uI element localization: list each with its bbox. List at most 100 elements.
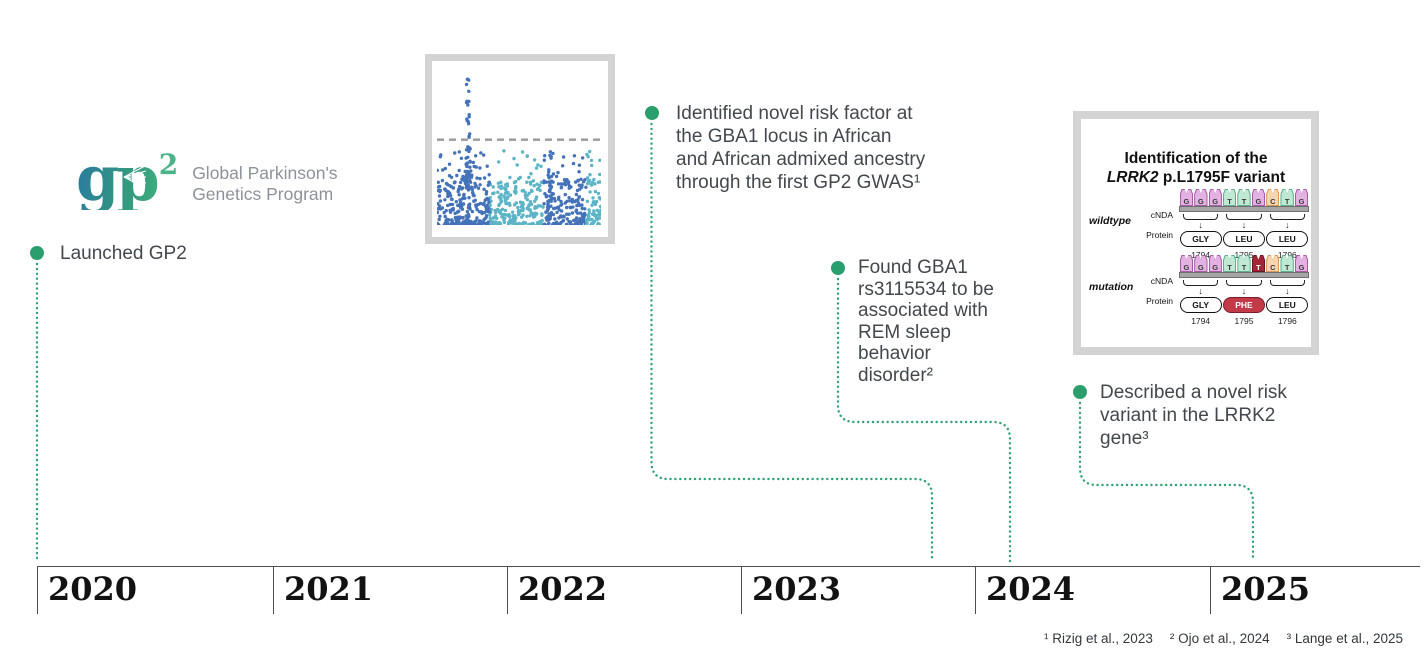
starburst-arrow-icon (123, 165, 147, 189)
amino-acid-gly: GLY (1179, 297, 1222, 313)
codon-bracket (1226, 214, 1262, 220)
dna-label: cNDA (1150, 276, 1173, 286)
tick-2025 (1210, 566, 1211, 614)
tick-2024 (975, 566, 976, 614)
tick-2020 (37, 566, 38, 614)
year-label-2022: 2022 (518, 570, 608, 608)
residue-positions: 1794 1795 1796 (1179, 313, 1309, 326)
residue-position: 1796 (1277, 250, 1297, 260)
nucleotide-T: T (1237, 255, 1251, 272)
milestone-lrrk2-variant: Described a novel risk variant in the LR… (1073, 381, 1403, 450)
codon-bracket (1183, 280, 1219, 286)
amino-acid-phe: PHE (1222, 297, 1265, 313)
amino-acid-leu: LEU (1266, 231, 1309, 247)
milestone-bullet-icon (1073, 385, 1087, 399)
amino-acid-ovals: GLY PHE LEU (1179, 296, 1309, 313)
down-arrow-icon: ↓ (1198, 220, 1203, 230)
residue-position: 1794 (1191, 250, 1211, 260)
tick-2023 (741, 566, 742, 614)
protein-label: Protein (1146, 296, 1173, 306)
dna-strand-bar (1179, 206, 1309, 212)
nucleotide-T: T (1222, 255, 1237, 272)
year-label-2021: 2021 (284, 570, 374, 608)
manhattan-plot-chart (437, 77, 601, 225)
codon-brackets (1179, 212, 1309, 220)
lrrk2-figure-title: Identification of the LRRK2 p.L1795F var… (1106, 150, 1286, 186)
down-arrow-icon: ↓ (1285, 286, 1290, 296)
dna-label: cNDA (1150, 210, 1173, 220)
codon-bracket (1183, 214, 1219, 220)
milestone-text: Identified novel risk factor at the GBA1… (676, 103, 926, 193)
nucleotide-G: G (1179, 189, 1194, 206)
nucleotide-G: G (1194, 189, 1208, 206)
gp2-logo-mark: gp2 (76, 142, 179, 215)
residue-position: 1795 (1234, 316, 1254, 326)
amino-acid-leu: LEU (1266, 297, 1309, 313)
milestone-launched-gp2: Launched GP2 (30, 242, 187, 265)
down-arrow-icon: ↓ (1241, 220, 1247, 230)
gp2-logo-superscript: 2 (158, 148, 179, 181)
nucleotide-G: G (1179, 255, 1194, 272)
milestone-bullet-icon (831, 261, 845, 275)
milestone-text: Described a novel risk variant in the LR… (1100, 382, 1287, 449)
nucleotide-T: T (1280, 189, 1294, 206)
nucleotide-G: G (1251, 189, 1266, 206)
milestone-text: Launched GP2 (60, 243, 187, 264)
year-label-2024: 2024 (986, 570, 1076, 608)
residue-positions: 1794 1795 1796 (1179, 247, 1309, 260)
timeline-axis (37, 566, 1420, 567)
amino-acid-ovals: GLY LEU LEU (1179, 230, 1309, 247)
year-label-2023: 2023 (752, 570, 842, 608)
tagline-line-1: Global Parkinson's (192, 163, 338, 183)
nucleotide-T: T (1237, 189, 1251, 206)
footnote-1: ¹ Rizig et al., 2023 (1044, 631, 1153, 646)
footnote-2: ² Ojo et al., 2024 (1169, 631, 1270, 646)
amino-acid-leu: LEU (1222, 231, 1265, 247)
codon-bracket (1269, 214, 1305, 220)
codon-bracket (1226, 280, 1262, 286)
year-label-2020: 2020 (48, 570, 138, 608)
nucleotide-G: G (1208, 255, 1222, 272)
milestone-bullet-icon (30, 246, 44, 260)
nucleotide-G: G (1194, 255, 1208, 272)
milestone-bullet-icon (645, 106, 659, 120)
year-label-2025: 2025 (1221, 570, 1311, 608)
nucleotide-T: T (1280, 255, 1294, 272)
gp2-logo: gp2 Global Parkinson's Genetics Program (76, 148, 338, 210)
nucleotide-G: G (1294, 189, 1309, 206)
codon-brackets (1179, 278, 1309, 286)
nucleotide-T: T (1222, 189, 1237, 206)
codon-bracket (1269, 280, 1305, 286)
protein-label: Protein (1146, 230, 1173, 240)
row-label: wildtype (1089, 215, 1132, 227)
milestone-gba1-gwas: Identified novel risk factor at the GBA1… (645, 102, 945, 194)
down-arrow-icon: ↓ (1285, 220, 1290, 230)
nucleotide-C: C (1266, 255, 1280, 272)
residue-position: 1796 (1277, 316, 1297, 326)
milestone-text: Found GBA1 rs3115534 to be associated wi… (858, 257, 994, 386)
lrrk2-variant-figure: Identification of the LRRK2 p.L1795F var… (1073, 111, 1319, 355)
nucleotide-G: G (1294, 255, 1309, 272)
nucleotide-C: C (1266, 189, 1280, 206)
tick-2022 (507, 566, 508, 614)
footnotes: ¹ Rizig et al., 2023 ² Ojo et al., 2024 … (1044, 631, 1403, 646)
milestone-gba1-rbd: Found GBA1 rs3115534 to be associated wi… (831, 257, 1051, 386)
gene-name-italic: LRRK2 (1106, 169, 1159, 186)
nucleotide-T: T (1251, 255, 1266, 272)
down-arrow-icon: ↓ (1241, 286, 1247, 296)
nucleotide-G: G (1208, 189, 1222, 206)
dna-strand-bar (1179, 272, 1309, 278)
tagline-line-2: Genetics Program (192, 184, 334, 204)
residue-position: 1795 (1234, 250, 1254, 260)
codon-arrows: ↓ ↓ ↓ (1179, 220, 1309, 230)
amino-acid-gly: GLY (1179, 231, 1222, 247)
footnote-3: ³ Lange et al., 2025 (1286, 631, 1403, 646)
gp2-logo-tagline: Global Parkinson's Genetics Program (192, 163, 337, 205)
residue-position: 1794 (1191, 316, 1211, 326)
row-label: mutation (1089, 281, 1134, 293)
